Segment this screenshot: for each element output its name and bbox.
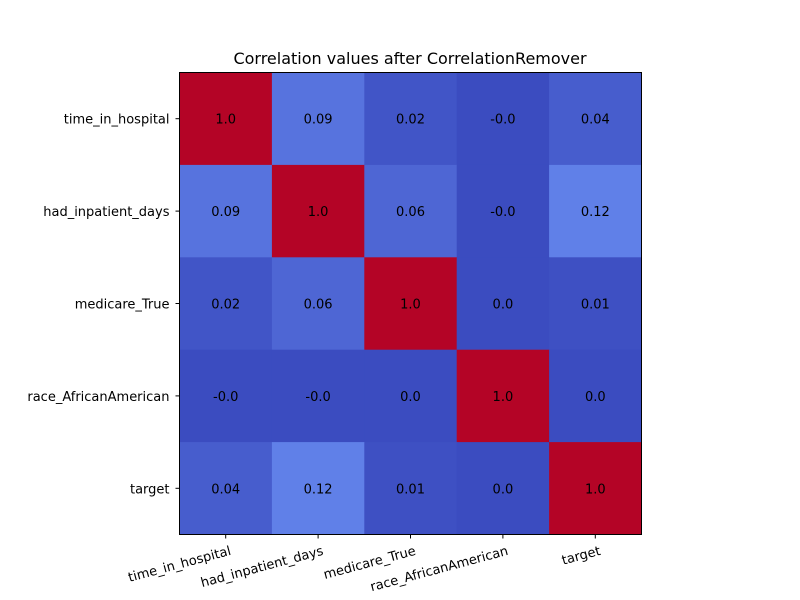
- cell-value-label: 0.02: [211, 298, 240, 313]
- x-tick-label: target: [560, 544, 602, 569]
- heatmap-cell: [179, 72, 273, 166]
- heatmap-cell: [271, 164, 365, 258]
- heatmap-cell: [549, 442, 642, 535]
- heatmap-cell: [456, 349, 550, 443]
- cell-value-label: -0.0: [213, 390, 238, 405]
- y-tick-label: medicare_True: [75, 298, 170, 313]
- cell-value-label: 0.06: [304, 298, 333, 313]
- cell-value-label: 0.0: [400, 390, 421, 405]
- heatmap-cell: [549, 72, 642, 166]
- cell-value-label: 0.0: [493, 298, 514, 313]
- heatmap-cell: [364, 164, 458, 258]
- cell-value-label: 0.09: [304, 113, 333, 128]
- heatmap-cell: [271, 349, 365, 443]
- cell-value-label: 0.04: [581, 113, 610, 128]
- heatmap-cell: [364, 349, 458, 443]
- cell-value-label: 1.0: [308, 205, 329, 220]
- heatmap-cell: [271, 72, 365, 166]
- y-tick-label: had_inpatient_days: [43, 205, 169, 220]
- heatmap-cell: [271, 442, 365, 535]
- heatmap-cell: [179, 349, 273, 443]
- heatmap-cell: [456, 257, 550, 351]
- cell-value-label: 1.0: [493, 390, 514, 405]
- heatmap-cell: [364, 72, 458, 166]
- cell-value-label: 0.09: [211, 205, 240, 220]
- cell-value-label: 1.0: [400, 298, 421, 313]
- heatmap-cell: [271, 257, 365, 351]
- heatmap-cell: [179, 164, 273, 258]
- cell-value-label: -0.0: [305, 390, 330, 405]
- heatmap-cell: [549, 164, 642, 258]
- chart-title: Correlation values after CorrelationRemo…: [233, 49, 587, 68]
- heatmap-cell: [179, 442, 273, 535]
- cell-value-label: 0.01: [396, 482, 425, 497]
- cell-value-label: 1.0: [215, 113, 236, 128]
- cell-value-label: 0.0: [585, 390, 606, 405]
- y-tick-label: time_in_hospital: [64, 113, 170, 128]
- cell-value-label: 1.0: [585, 482, 606, 497]
- heatmap-cell: [456, 72, 550, 166]
- cell-value-label: 0.0: [493, 482, 514, 497]
- heatmap-cell: [549, 349, 642, 443]
- cell-value-label: 0.06: [396, 205, 425, 220]
- cell-value-label: 0.12: [581, 205, 610, 220]
- cell-value-label: 0.02: [396, 113, 425, 128]
- heatmap-cell: [456, 164, 550, 258]
- heatmap-cell: [179, 257, 273, 351]
- cell-value-label: 0.01: [581, 298, 610, 313]
- cell-value-label: -0.0: [490, 205, 515, 220]
- cell-value-label: 0.04: [211, 482, 240, 497]
- cell-value-label: -0.0: [490, 113, 515, 128]
- y-tick-label: race_AfricanAmerican: [27, 390, 169, 405]
- heatmap-cell: [364, 257, 458, 351]
- y-tick-label: target: [130, 482, 170, 497]
- heatmap-cell: [456, 442, 550, 535]
- cell-value-label: 0.12: [304, 482, 333, 497]
- heatmap-cell: [364, 442, 458, 535]
- heatmap-cell: [549, 257, 642, 351]
